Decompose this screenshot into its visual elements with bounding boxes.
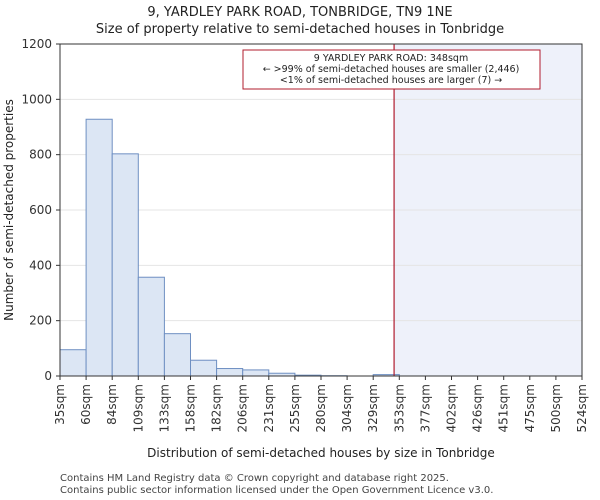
x-tick-label: 84sqm (105, 384, 119, 425)
y-axis: 0 200 400 600 800 1000 1200 (21, 37, 60, 383)
footer-licence: Contains public sector information licen… (60, 485, 494, 496)
x-tick-label: 377sqm (418, 384, 432, 432)
x-tick-label: 109sqm (131, 384, 145, 432)
chart-title: 9, YARDLEY PARK ROAD, TONBRIDGE, TN9 1NE (147, 5, 453, 20)
y-axis-label: Number of semi-detached properties (2, 99, 16, 321)
y-tick-label: 200 (29, 314, 52, 328)
annotation-box (242, 49, 541, 90)
x-tick-label: 133sqm (157, 384, 171, 432)
x-tick-label: 500sqm (549, 384, 563, 432)
x-tick-label: 426sqm (471, 384, 485, 432)
y-tick-label: 1200 (21, 37, 52, 51)
x-tick-label: 304sqm (340, 384, 354, 432)
bar-35sqm (59, 349, 87, 377)
x-tick-label: 206sqm (236, 384, 250, 432)
x-tick-label: 231sqm (262, 384, 276, 432)
x-tick-label: 255sqm (288, 384, 302, 432)
x-tick-label: 280sqm (314, 384, 328, 432)
x-axis-label: Distribution of semi-detached houses by … (147, 446, 495, 460)
y-tick-label: 400 (29, 258, 52, 272)
y-tick-label: 1000 (21, 92, 52, 106)
x-tick-label: 353sqm (392, 384, 406, 432)
y-tick-label: 800 (29, 148, 52, 162)
bar-133sqm (163, 333, 191, 377)
annotation-line-3: <1% of semi-detached houses are larger (… (280, 75, 502, 86)
y-tick-label: 600 (29, 203, 52, 217)
bar-206sqm (242, 369, 270, 377)
y-tick-label: 0 (44, 369, 52, 383)
x-tick-label: 524sqm (575, 384, 589, 432)
bar-158sqm (190, 359, 218, 377)
bar-84sqm (111, 153, 139, 377)
x-tick-label: 451sqm (497, 384, 511, 432)
bar-109sqm (137, 276, 165, 377)
x-tick-label: 182sqm (210, 384, 224, 432)
x-tick-label: 60sqm (79, 384, 93, 425)
x-tick-label: 35sqm (53, 384, 67, 425)
bar-60sqm (85, 118, 113, 377)
chart-subtitle: Size of property relative to semi-detach… (95, 22, 505, 37)
x-axis: 35sqm 60sqm 84sqm 109sqm 133sqm 158sqm 182sqm 2… (53, 376, 589, 432)
x-tick-label: 158sqm (184, 384, 198, 432)
footer-copyright: Contains HM Land Registry data © Crown c… (60, 473, 449, 484)
x-tick-label: 329sqm (366, 384, 380, 432)
annotation-line-1: 9 YARDLEY PARK ROAD: 348sqm (314, 53, 468, 64)
x-tick-label: 402sqm (445, 384, 459, 432)
annotation-line-2: ← >99% of semi-detached houses are small… (263, 64, 520, 75)
bar-182sqm (216, 368, 244, 377)
bars (59, 118, 400, 377)
x-tick-label: 475sqm (523, 384, 537, 432)
